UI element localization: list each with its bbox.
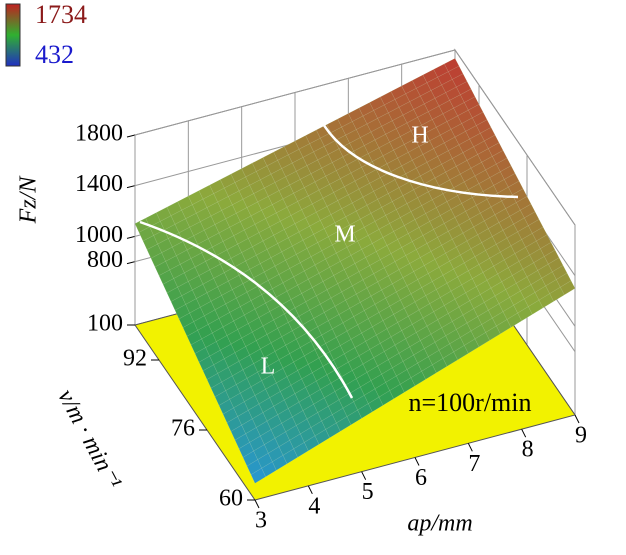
colorbar-min: 432: [35, 40, 74, 69]
z-tick-label: 1800: [75, 121, 123, 147]
region-label: L: [261, 354, 276, 380]
x-tick-label: 8: [522, 437, 534, 463]
y-tick-label: 92: [123, 346, 147, 372]
x-tick: [521, 428, 527, 438]
y-tick-label: 60: [219, 486, 243, 512]
x-tick: [307, 485, 313, 495]
x-tick-label: 5: [362, 479, 374, 505]
colorbar: [5, 3, 21, 67]
x-tick: [254, 499, 260, 509]
colorbar-max: 1734: [35, 0, 87, 29]
x-tick-label: 4: [308, 493, 320, 519]
contour-line: [139, 220, 354, 399]
annotation: n=100r/min: [409, 388, 532, 417]
region-label: M: [334, 222, 355, 248]
z-tick: [126, 235, 136, 239]
z-axis-title: Fz/N: [16, 175, 42, 225]
y-tick-label: 76: [171, 416, 195, 442]
x-tick: [574, 414, 580, 424]
x-tick: [361, 471, 367, 480]
x-tick: [414, 457, 420, 466]
z-tick-label: 1400: [75, 171, 123, 197]
region-label: H: [411, 123, 428, 149]
x-tick-label: 3: [255, 508, 267, 534]
y-axis-title: v/m · min⁻¹: [52, 385, 126, 493]
x-tick-label: 9: [575, 423, 587, 449]
contour-line: [320, 121, 519, 199]
z-tick-label: 1000: [75, 222, 123, 248]
z-tick: [126, 134, 136, 138]
z-tick: [126, 185, 136, 189]
z-tick: [126, 261, 136, 265]
z-tick-label: 800: [87, 247, 123, 273]
x-axis-title: ap/mm: [407, 511, 472, 537]
x-tick-label: 7: [468, 451, 480, 477]
x-tick-label: 6: [415, 465, 427, 491]
surface-cell: [444, 58, 460, 72]
x-tick: [467, 443, 473, 452]
y-tick-label: 100: [87, 311, 123, 337]
